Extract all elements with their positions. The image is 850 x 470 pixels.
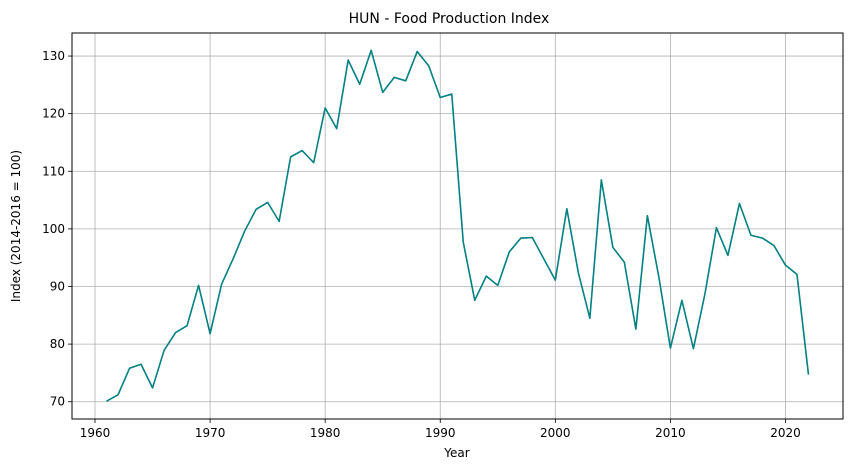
data-point — [773, 244, 775, 246]
data-point — [635, 328, 637, 330]
data-point — [646, 214, 648, 216]
data-point — [600, 179, 602, 181]
x-tick-label: 1990 — [425, 426, 456, 440]
y-tick-label: 110 — [42, 164, 65, 178]
data-point — [405, 80, 407, 82]
data-point — [543, 258, 545, 260]
data-point — [681, 299, 683, 301]
data-point — [243, 230, 245, 232]
ticks: 1960 1970 1980 1990 2000 2010 2020 70 80 90 100 110… — [42, 49, 801, 440]
data-point — [462, 241, 464, 243]
data-point — [727, 254, 729, 256]
data-point — [186, 324, 188, 326]
data-point — [128, 367, 130, 369]
data-point — [335, 127, 337, 129]
data-point — [105, 400, 107, 402]
x-axis-label: Year — [443, 446, 469, 460]
data-point — [439, 96, 441, 98]
data-point — [807, 373, 809, 375]
data-point — [209, 333, 211, 335]
data-point — [393, 76, 395, 78]
data-point — [197, 284, 199, 286]
data-point — [370, 49, 372, 51]
data-point — [566, 208, 568, 210]
data-point — [784, 264, 786, 266]
chart-title: HUN - Food Production Index — [349, 11, 550, 27]
data-point — [623, 261, 625, 263]
data-point — [520, 237, 522, 239]
data-point — [704, 293, 706, 295]
data-point — [577, 271, 579, 273]
y-tick-label: 90 — [50, 279, 65, 293]
data-point — [163, 349, 165, 351]
data-point — [255, 208, 257, 210]
y-tick-label: 120 — [42, 107, 65, 121]
data-point — [324, 107, 326, 109]
data-point — [554, 279, 556, 281]
data-point — [301, 149, 303, 151]
data-point — [382, 91, 384, 93]
y-tick-label: 80 — [50, 337, 65, 351]
data-point — [738, 202, 740, 204]
data-point — [451, 93, 453, 95]
data-point — [220, 283, 222, 285]
y-axis-label: Index (2014-2016 = 100) — [9, 150, 23, 302]
data-point — [117, 394, 119, 396]
data-point — [289, 156, 291, 158]
data-point — [485, 275, 487, 277]
plot-frame — [71, 32, 844, 420]
data-point — [474, 299, 476, 301]
data-point — [531, 236, 533, 238]
x-tick-label: 1960 — [80, 426, 111, 440]
y-tick-label: 100 — [42, 222, 65, 236]
data-point — [761, 237, 763, 239]
data-point — [232, 258, 234, 260]
data-point — [358, 83, 360, 85]
data-point — [692, 348, 694, 350]
data-point — [612, 246, 614, 248]
data-point — [750, 234, 752, 236]
data-point — [312, 161, 314, 163]
data-point — [140, 363, 142, 365]
data-point — [669, 347, 671, 349]
data-point — [174, 331, 176, 333]
data-point — [347, 59, 349, 61]
data-point — [796, 273, 798, 275]
data-point — [589, 317, 591, 319]
data-point — [278, 220, 280, 222]
data-point — [497, 284, 499, 286]
x-tick-label: 2000 — [540, 426, 571, 440]
x-tick-label: 1970 — [195, 426, 226, 440]
y-tick-label: 70 — [50, 395, 65, 409]
data-point — [658, 276, 660, 278]
x-tick-label: 2020 — [770, 426, 801, 440]
data-point — [151, 387, 153, 389]
series-layer — [105, 49, 810, 402]
data-point — [428, 65, 430, 67]
data-point — [508, 251, 510, 253]
data-point — [715, 227, 717, 229]
x-tick-label: 1980 — [310, 426, 341, 440]
data-point — [266, 201, 268, 203]
grid — [72, 33, 843, 419]
y-tick-label: 130 — [42, 49, 65, 63]
data-point — [416, 50, 418, 52]
x-tick-label: 2010 — [655, 426, 686, 440]
series-line — [106, 49, 810, 402]
